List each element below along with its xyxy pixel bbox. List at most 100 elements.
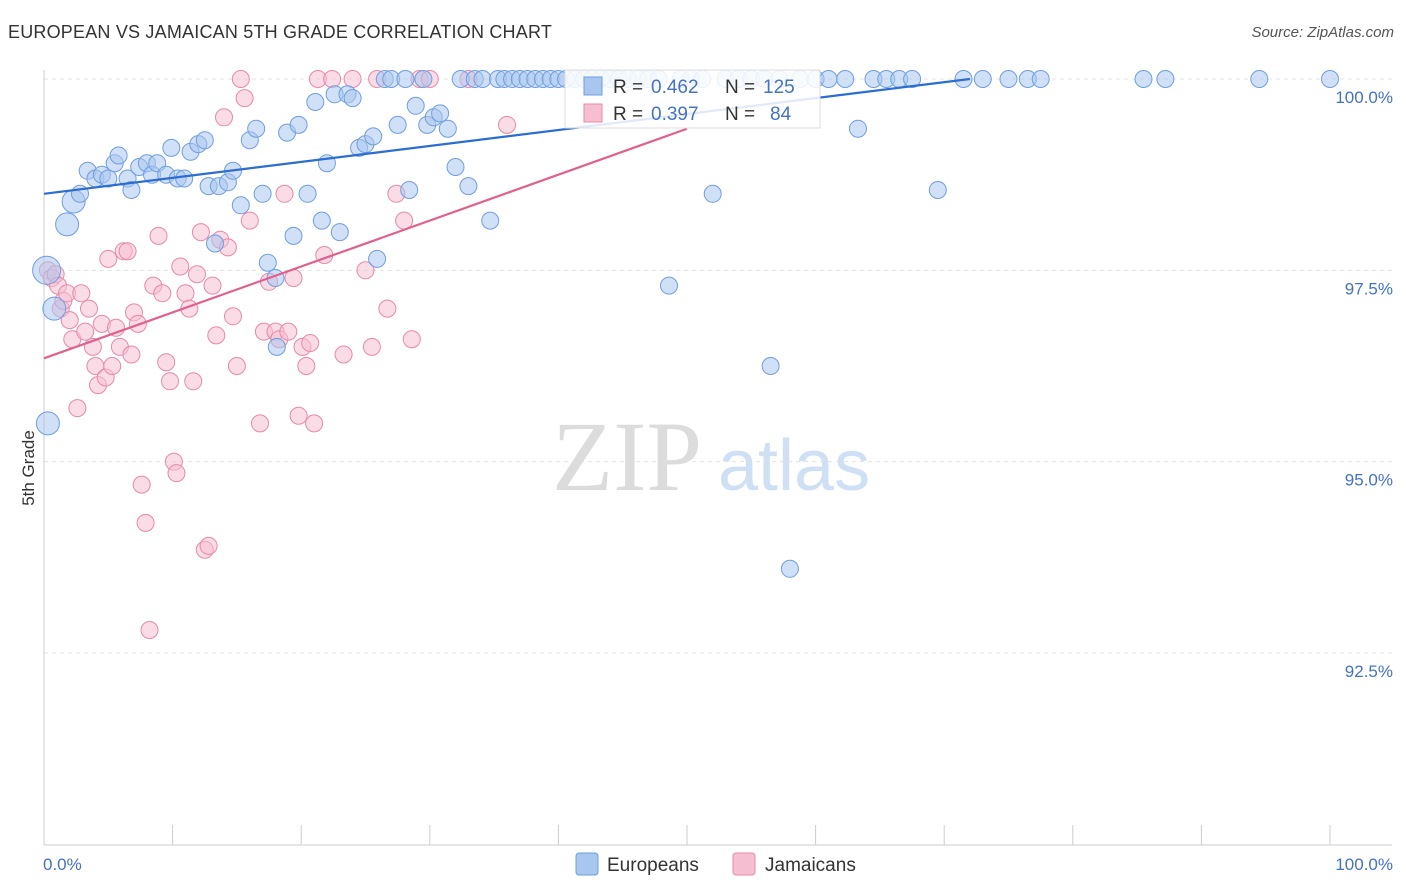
europeans-point xyxy=(312,211,331,230)
jamaicans-point xyxy=(207,326,226,345)
watermark: ZIP atlas xyxy=(552,401,870,512)
europeans-point xyxy=(35,411,60,436)
europeans-point xyxy=(849,119,867,138)
chart-title: EUROPEAN VS JAMAICAN 5TH GRADE CORRELATI… xyxy=(8,22,553,42)
y-tick-label: 95.0% xyxy=(1345,471,1393,490)
jamaicans-point xyxy=(157,353,176,372)
europeans-point xyxy=(253,184,272,203)
jamaicans-point xyxy=(224,307,242,326)
europeans-point xyxy=(1031,70,1050,88)
stats-legend-swatch-jamaicans xyxy=(583,103,603,123)
y-tick-labels: 100.0% 97.5% 95.0% 92.5% xyxy=(1335,88,1393,681)
jamaicans-point xyxy=(231,70,250,88)
jamaicans-point xyxy=(356,261,375,280)
europeans-point xyxy=(258,253,277,272)
y-tick-label: 100.0% xyxy=(1335,88,1393,107)
jamaicans-point xyxy=(297,357,316,375)
jamaicans-point xyxy=(289,406,308,425)
jamaicans-point xyxy=(362,337,381,356)
europeans-point xyxy=(162,138,181,157)
jamaicans-point xyxy=(80,299,98,318)
jamaicans-point xyxy=(68,399,87,418)
x-tick-label-max: 100.0% xyxy=(1335,855,1393,874)
jamaicans-point xyxy=(301,334,320,352)
jamaicans-point xyxy=(378,299,397,318)
grid-layer xyxy=(44,78,1392,654)
europeans-point xyxy=(761,357,780,375)
europeans-point xyxy=(780,559,799,578)
stats-legend: R = 0.462 N = 125 R = 0.397 N = 84 xyxy=(564,69,821,129)
jamaicans-point xyxy=(227,357,246,375)
europeans-point xyxy=(431,104,450,123)
europeans-point xyxy=(195,131,214,150)
europeans-point xyxy=(364,127,383,146)
jamaicans-point xyxy=(498,115,516,134)
europeans-point xyxy=(819,70,838,88)
europeans-point xyxy=(267,337,286,356)
europeans-r-label: R = xyxy=(613,77,643,98)
y-axis-label: 5th Grade xyxy=(19,430,38,506)
jamaicans-point xyxy=(251,414,269,433)
jamaicans-trend-line xyxy=(43,127,688,360)
jamaicans-point xyxy=(305,414,324,433)
jamaicans-point xyxy=(334,345,353,364)
jamaicans-point xyxy=(240,211,259,230)
europeans-point xyxy=(459,177,478,196)
stats-legend-swatch-europeans xyxy=(583,76,603,96)
y-tick-label: 97.5% xyxy=(1345,279,1393,298)
jamaicans-point xyxy=(188,265,206,284)
jamaicans-point xyxy=(176,284,195,303)
europeans-r-value: 0.462 xyxy=(651,77,699,98)
europeans-point xyxy=(298,184,317,203)
europeans-point xyxy=(1321,70,1339,88)
watermark-atlas: atlas xyxy=(718,426,870,506)
europeans-n-value: 125 xyxy=(763,77,795,98)
jamaicans-n-label: N = xyxy=(725,104,755,125)
jamaicans-r-value: 0.397 xyxy=(651,104,699,125)
europeans-point xyxy=(481,211,500,230)
europeans-point xyxy=(231,196,250,215)
jamaicans-point xyxy=(72,284,91,303)
bottom-legend-europeans: Europeans xyxy=(607,855,699,876)
europeans-point xyxy=(368,249,387,268)
europeans-point xyxy=(306,93,325,111)
jamaicans-point xyxy=(275,184,294,203)
europeans-point xyxy=(284,226,303,245)
europeans-trend-line xyxy=(43,77,971,195)
stats-legend-box xyxy=(564,69,821,129)
jamaicans-point xyxy=(149,226,168,245)
jamaicans-point xyxy=(153,284,172,303)
europeans-point xyxy=(247,119,266,138)
jamaicans-point xyxy=(402,330,421,349)
jamaicans-point xyxy=(132,475,151,494)
europeans-point xyxy=(55,212,80,237)
jamaicans-point xyxy=(99,249,118,268)
bottom-legend-jamaicans: Jamaicans xyxy=(765,855,856,876)
europeans-point xyxy=(1250,70,1269,88)
jamaicans-point xyxy=(323,70,342,88)
jamaicans-point xyxy=(235,89,254,108)
axes-layer xyxy=(43,70,1392,846)
europeans-point xyxy=(206,234,224,253)
jamaicans-n-value: 84 xyxy=(770,104,792,125)
source-credit: Source: ZipAtlas.com xyxy=(1251,24,1394,41)
jamaicans-point xyxy=(136,513,155,532)
europeans-point xyxy=(903,70,922,88)
europeans-point xyxy=(289,115,308,134)
europeans-point xyxy=(109,146,128,165)
europeans-point xyxy=(99,169,118,188)
jamaicans-point xyxy=(215,108,233,127)
europeans-point xyxy=(414,70,433,88)
europeans-point xyxy=(396,70,415,88)
europeans-point xyxy=(438,119,457,138)
bottom-legend: Europeans Jamaicans xyxy=(575,852,856,876)
jamaicans-point xyxy=(199,536,218,555)
y-tick-label: 92.5% xyxy=(1345,662,1393,681)
europeans-point xyxy=(32,255,62,285)
jamaicans-point xyxy=(279,322,298,341)
europeans-point xyxy=(1156,70,1175,88)
europeans-n-label: N = xyxy=(725,77,755,98)
jamaicans-point xyxy=(167,464,186,483)
europeans-point xyxy=(388,115,407,134)
